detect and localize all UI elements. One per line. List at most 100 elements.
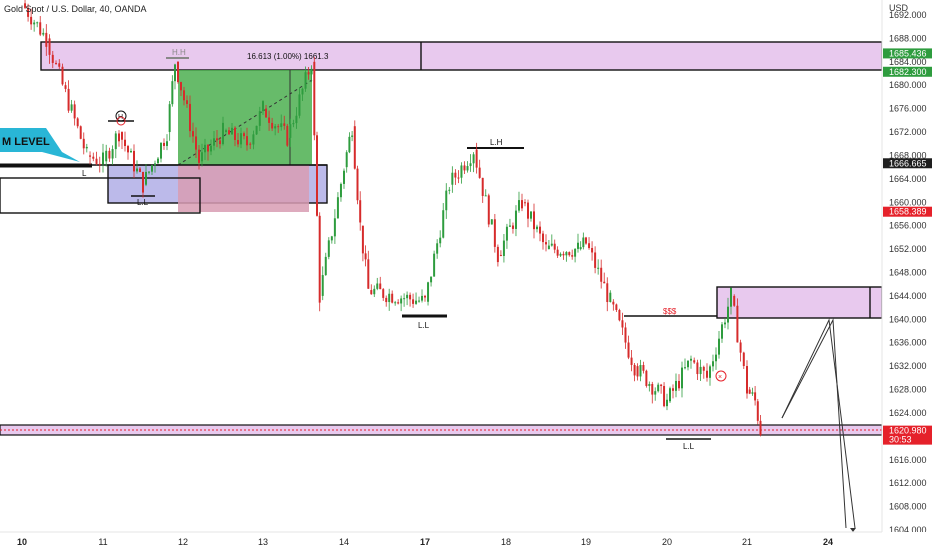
candle-body bbox=[663, 386, 666, 407]
candle-body bbox=[361, 225, 364, 254]
candle-body bbox=[124, 139, 126, 147]
candle-body bbox=[730, 287, 732, 307]
symbol-title: Gold Spot / U.S. Dollar, 40, OANDA bbox=[4, 4, 147, 14]
candle-body bbox=[571, 255, 574, 257]
price-tick-label: 1676.000 bbox=[889, 104, 927, 114]
candle-body bbox=[550, 243, 553, 246]
candle-body bbox=[39, 22, 42, 35]
candle-body bbox=[651, 384, 654, 395]
candle-body bbox=[127, 146, 129, 153]
candle-body bbox=[204, 144, 206, 153]
price-badge bbox=[883, 425, 932, 445]
candle-body bbox=[61, 66, 64, 85]
candle-body bbox=[228, 130, 230, 135]
candle-body bbox=[318, 215, 321, 303]
candle-body bbox=[82, 138, 85, 149]
price-tick-label: 1656.000 bbox=[889, 221, 927, 231]
candle-body bbox=[633, 364, 636, 376]
candle-body bbox=[114, 133, 117, 150]
candle-body bbox=[333, 218, 336, 237]
price-tick-label: 1664.000 bbox=[889, 174, 927, 184]
candle-body bbox=[478, 167, 481, 178]
candle-body bbox=[310, 68, 313, 75]
candle-body bbox=[502, 240, 505, 256]
candle-body bbox=[321, 275, 324, 296]
candle-body bbox=[612, 301, 615, 305]
candle-body bbox=[231, 127, 233, 135]
x-circle-icon bbox=[715, 370, 727, 382]
candle-body bbox=[255, 125, 258, 135]
candle-body bbox=[298, 94, 301, 116]
candle-body bbox=[421, 295, 424, 301]
candle-body bbox=[154, 163, 156, 166]
price-tick-label: 1632.000 bbox=[889, 361, 927, 371]
candle-body bbox=[249, 143, 252, 145]
candle-body bbox=[645, 370, 648, 386]
candle-body bbox=[85, 146, 88, 149]
candle-body bbox=[424, 295, 426, 298]
candle-body bbox=[466, 166, 469, 171]
candle-body bbox=[636, 366, 639, 377]
plot-area[interactable] bbox=[0, 0, 882, 532]
candle-body bbox=[42, 32, 45, 35]
candle-body bbox=[33, 22, 36, 25]
candle-body bbox=[582, 237, 585, 248]
candle-body bbox=[36, 22, 39, 24]
candle-body bbox=[213, 138, 215, 146]
candle-body bbox=[648, 384, 651, 386]
candle-body bbox=[151, 165, 153, 172]
candle-body bbox=[712, 361, 714, 367]
candle-body bbox=[70, 104, 73, 111]
candle-body bbox=[536, 226, 538, 230]
price-badge bbox=[883, 158, 932, 169]
candle-body bbox=[376, 283, 379, 289]
candle-body bbox=[505, 226, 508, 241]
price-tick-label: 1652.000 bbox=[889, 244, 927, 254]
candle-body bbox=[327, 240, 330, 257]
candle-body bbox=[742, 352, 745, 367]
candle-body bbox=[364, 253, 367, 260]
candle-body bbox=[490, 219, 493, 225]
candle-body bbox=[157, 158, 159, 164]
price-tick-label: 1608.000 bbox=[889, 502, 927, 512]
candle-body bbox=[511, 225, 514, 229]
candle-body bbox=[568, 252, 571, 256]
price-tick-label: 1644.000 bbox=[889, 291, 927, 301]
price-tick-label: 1680.000 bbox=[889, 80, 927, 90]
candle-body bbox=[136, 168, 138, 172]
candle-body bbox=[681, 367, 683, 389]
candle-body bbox=[469, 163, 472, 167]
price-badge-label: 1658.389 bbox=[889, 207, 927, 217]
candle-body bbox=[30, 16, 33, 25]
candle-body bbox=[748, 389, 751, 394]
measure-label: 16.613 (1.00%) 1661.3 bbox=[247, 52, 329, 61]
candle-body bbox=[524, 202, 526, 204]
projection-path-b bbox=[781, 318, 847, 529]
candle-body bbox=[163, 142, 165, 146]
candle-body bbox=[415, 300, 418, 304]
projection-path-a bbox=[781, 318, 856, 529]
price-badge-countdown: 30:53 bbox=[889, 435, 912, 445]
candle-body bbox=[609, 292, 612, 303]
candle-body bbox=[234, 127, 236, 140]
candle-body bbox=[95, 158, 98, 164]
candle-body bbox=[274, 126, 277, 129]
x-circle-mark: × bbox=[718, 374, 722, 381]
candle-body bbox=[556, 249, 559, 256]
candle-body bbox=[475, 149, 478, 168]
time-tick-label: 20 bbox=[662, 537, 672, 547]
candle-body bbox=[597, 267, 600, 269]
price-tick-label: 1688.000 bbox=[889, 33, 927, 43]
candle-body bbox=[237, 139, 239, 145]
price-tick-label: 1624.000 bbox=[889, 408, 927, 418]
time-tick-label: 10 bbox=[17, 537, 27, 547]
candle-body bbox=[756, 401, 759, 421]
candle-body bbox=[409, 294, 412, 300]
price-tick-label: 1628.000 bbox=[889, 385, 927, 395]
candle-body bbox=[177, 61, 179, 83]
candle-body bbox=[243, 133, 245, 137]
price-tick-label: 1692.000 bbox=[889, 10, 927, 20]
candle-body bbox=[430, 276, 433, 283]
time-axis[interactable] bbox=[0, 532, 932, 550]
